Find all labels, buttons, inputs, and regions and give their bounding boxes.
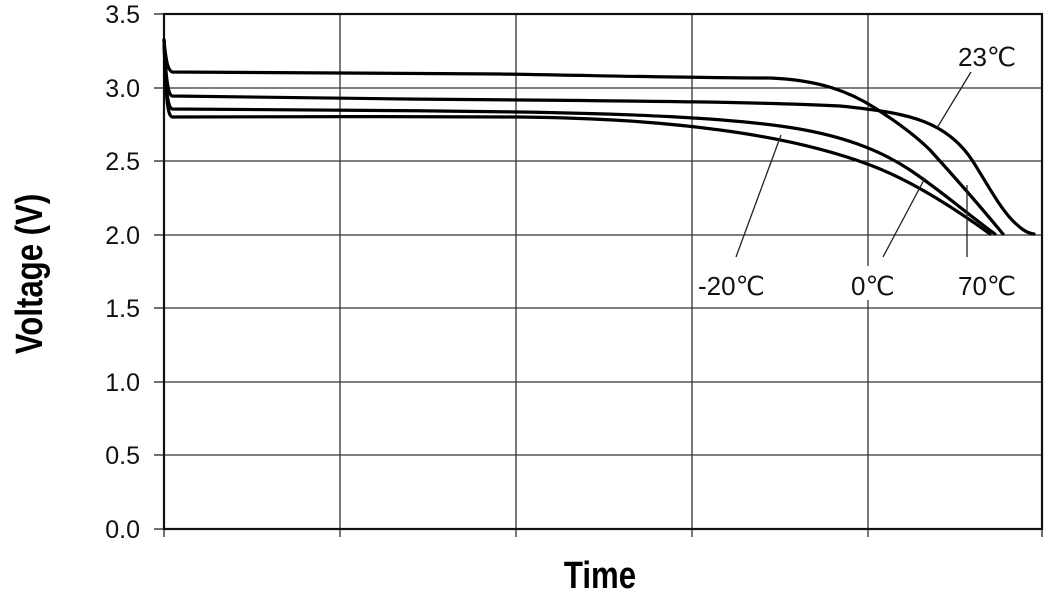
annotation-23c: 23℃ [958,42,1016,72]
y-ticks [154,13,1043,537]
y-tick-label: 1.5 [105,295,140,323]
y-tick-label: 3.0 [105,75,140,103]
annot-bg [956,266,1036,300]
curve-0c [162,38,997,236]
annotation-70c: 70℃ [958,271,1016,301]
y-tick-label: 0.5 [105,442,140,470]
series-curves [162,38,1036,236]
curve-23c [162,38,1036,236]
y-tick-label: 3.5 [105,1,140,29]
leader-m20c [735,134,782,258]
annotation-0c: 0℃ [851,271,895,301]
y-tick-label: 2.5 [105,148,140,176]
y-tick-label: 1.0 [105,369,140,397]
curve-m20c [162,38,992,236]
x-axis-title: Time [564,555,636,596]
y-tick-labels: 3.5 3.0 2.5 2.0 1.5 1.0 0.5 0.0 [105,1,140,544]
annot-bg [946,38,1036,72]
annotation-m20c: -20℃ [698,271,765,301]
y-axis-title: Voltage (V) [9,194,51,354]
annot-bg [848,266,910,300]
grid [164,14,1042,537]
leader-23c [936,66,975,129]
leader-0c [882,177,926,258]
curve-70c [162,38,1005,236]
plot-frame [162,12,1044,531]
y-tick-label: 2.0 [105,222,140,250]
annotation-leaders [735,66,975,258]
annot-bg [695,266,787,300]
y-tick-label: 0.0 [105,516,140,544]
